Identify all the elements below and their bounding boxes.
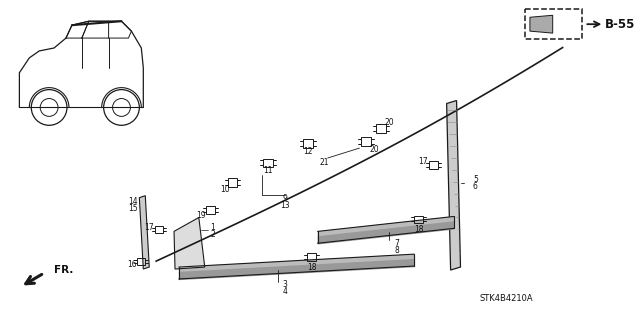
Text: 10: 10 <box>220 185 229 194</box>
Bar <box>376 124 386 133</box>
Text: 12: 12 <box>303 146 312 156</box>
Text: 7: 7 <box>395 239 399 248</box>
Bar <box>263 159 273 167</box>
Polygon shape <box>174 218 205 269</box>
Bar <box>206 205 215 213</box>
Text: 1: 1 <box>211 223 215 232</box>
Bar <box>138 258 145 264</box>
Text: FR.: FR. <box>54 265 74 275</box>
Text: 9: 9 <box>283 194 287 203</box>
Text: 13: 13 <box>280 201 290 210</box>
Text: 15: 15 <box>129 204 138 213</box>
Bar <box>415 216 423 223</box>
Text: 17: 17 <box>418 158 428 167</box>
Text: 20: 20 <box>369 145 379 153</box>
Text: 20: 20 <box>385 118 394 127</box>
Polygon shape <box>447 100 461 270</box>
Bar <box>307 253 316 261</box>
Bar <box>303 139 313 148</box>
Text: 14: 14 <box>129 197 138 206</box>
Polygon shape <box>140 196 149 269</box>
Text: 18: 18 <box>414 225 424 234</box>
Text: STK4B4210A: STK4B4210A <box>479 294 533 303</box>
Text: 18: 18 <box>307 263 317 271</box>
Text: 2: 2 <box>211 230 215 239</box>
Text: 21: 21 <box>320 159 330 167</box>
Text: 16: 16 <box>127 260 137 269</box>
Text: 8: 8 <box>395 246 399 255</box>
Polygon shape <box>530 15 553 33</box>
Text: 11: 11 <box>264 167 273 175</box>
Text: 19: 19 <box>196 211 205 220</box>
Text: 3: 3 <box>283 280 287 289</box>
Bar <box>362 137 371 145</box>
Bar <box>429 161 438 169</box>
Text: 5: 5 <box>473 175 478 184</box>
Text: 17: 17 <box>145 223 154 232</box>
FancyBboxPatch shape <box>525 9 582 39</box>
Bar <box>155 226 163 233</box>
Text: B-55: B-55 <box>605 18 636 31</box>
Text: 6: 6 <box>473 182 478 191</box>
Bar <box>228 178 237 187</box>
Text: 4: 4 <box>283 287 287 296</box>
